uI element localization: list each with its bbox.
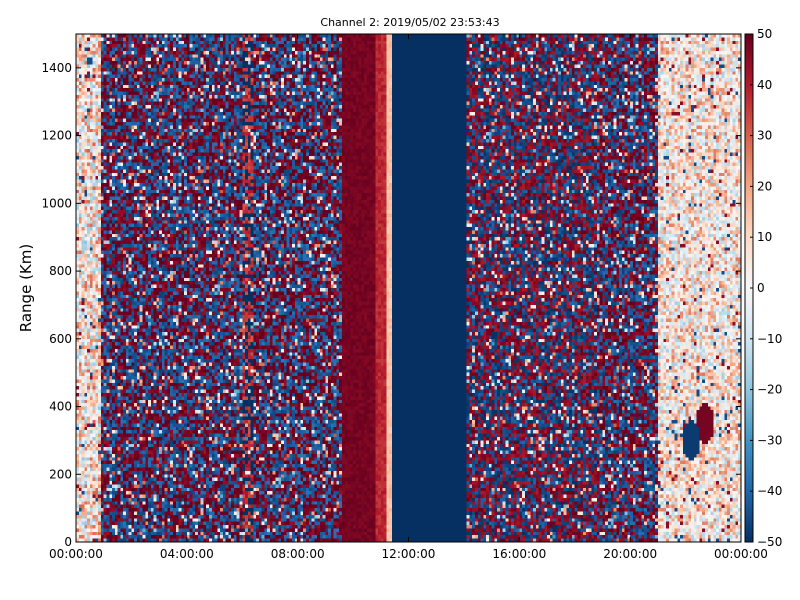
- y-tick-label: 400: [49, 400, 72, 414]
- colorbar-tick-label: 10: [757, 230, 772, 244]
- y-tick-label: 200: [49, 467, 72, 481]
- y-tick-label: 1200: [41, 129, 72, 143]
- colorbar-tick-label: 50: [757, 27, 772, 41]
- y-tick-label: 1000: [41, 196, 72, 210]
- chart-title: Channel 2: 2019/05/02 23:53:43: [320, 16, 499, 29]
- y-axis-label: Range (Km): [17, 244, 35, 332]
- x-tick-label: 20:00:00: [603, 547, 657, 561]
- colorbar-tick-label: −10: [757, 332, 782, 346]
- colorbar-tick-label: 0: [757, 281, 765, 295]
- y-tick-label: 0: [64, 535, 72, 549]
- heatmap: [76, 34, 741, 542]
- x-tick-label: 08:00:00: [271, 547, 325, 561]
- colorbar-tick-label: −20: [757, 383, 782, 397]
- colorbar-tick-label: 30: [757, 129, 772, 143]
- x-tick-label: 12:00:00: [382, 547, 436, 561]
- x-tick-label: 16:00:00: [492, 547, 546, 561]
- y-tick-label: 1400: [41, 61, 72, 75]
- x-tick-label: 00:00:00: [714, 547, 768, 561]
- x-axis: 00:00:00 04:00:00 08:00:00 12:00:00 16:00:00…: [49, 34, 768, 561]
- colorbar-tick-label: 40: [757, 78, 772, 92]
- colorbar-tick-label: 20: [757, 179, 772, 193]
- colorbar-ticks: 50 40 30 20 10 0 −10 −20 −30 −40 −50: [750, 27, 782, 549]
- y-tick-label: 800: [49, 264, 72, 278]
- colorbar-tick-label: −40: [757, 484, 782, 498]
- x-tick-label: 00:00:00: [49, 547, 103, 561]
- colorbar-tick-label: −30: [757, 433, 782, 447]
- heatmap-image: [76, 34, 741, 542]
- colorbar-tick-label: −50: [757, 535, 782, 549]
- y-tick-label: 600: [49, 332, 72, 346]
- x-tick-label: 04:00:00: [160, 547, 214, 561]
- y-axis: 0 200 400 600 800 1000 1200 1400: [41, 61, 741, 549]
